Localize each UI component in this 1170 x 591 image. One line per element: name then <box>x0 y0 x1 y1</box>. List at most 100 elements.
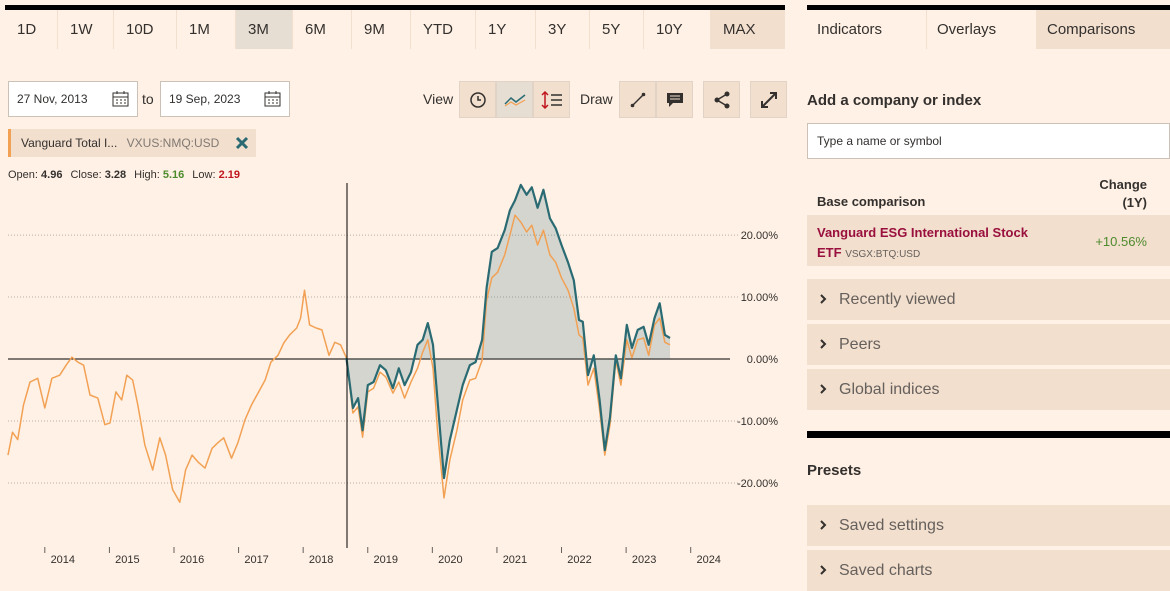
accordion-label: Peers <box>839 336 881 353</box>
y-tick-label: -20.00% <box>737 478 778 490</box>
base-header: Base comparison <box>817 194 926 209</box>
fullscreen-button[interactable] <box>750 81 787 118</box>
ohlc-item: Open: 4.96 <box>8 169 62 181</box>
range-button[interactable]: 3M <box>236 10 293 49</box>
accordion-label: Saved settings <box>839 517 944 534</box>
accordion-label: Saved charts <box>839 562 933 579</box>
tab[interactable]: Comparisons <box>1037 10 1170 49</box>
to-date[interactable]: 19 Sep, 2023 <box>160 81 290 117</box>
from-text: 27 Nov, 2013 <box>17 92 88 106</box>
x-tick-label: 2024 <box>696 554 720 566</box>
tab-bar: Indicators Overlays Comparisons <box>807 10 1170 49</box>
line-icon <box>503 93 525 106</box>
range-button[interactable]: 3Y <box>536 10 590 49</box>
ohlc-value: 2.19 <box>218 169 241 181</box>
x-tick-label: 2021 <box>503 554 527 566</box>
chevron <box>820 520 827 530</box>
accordion[interactable]: Global indices <box>807 369 1170 410</box>
range-button[interactable]: 10D <box>114 10 177 49</box>
presets-title: Presets <box>807 462 862 479</box>
share-icon <box>714 91 729 108</box>
clock-icon <box>469 91 486 108</box>
chevron <box>820 565 827 575</box>
x-tick-label: 2020 <box>438 554 462 566</box>
base-label: Vanguard ESG International Stock ETF VSG… <box>817 223 1052 265</box>
draw-label: Draw <box>580 91 613 107</box>
fullscreen-icon <box>760 91 777 108</box>
change-header-line: (1Y) <box>1122 195 1147 210</box>
x-tick-label: 2015 <box>115 554 139 566</box>
x-tick-label: 2023 <box>632 554 656 566</box>
range-button[interactable]: YTD <box>411 10 476 49</box>
ohlc-value: 4.96 <box>41 169 63 181</box>
y-tick-label: 20.00% <box>741 230 779 242</box>
calendar-icon <box>112 91 129 107</box>
y-tick-label: 0.00% <box>747 354 778 366</box>
base-row[interactable]: Vanguard ESG International Stock ETF VSG… <box>807 215 1170 266</box>
search-input[interactable]: Type a name or symbol <box>807 123 1170 159</box>
accordion[interactable]: Peers <box>807 324 1170 365</box>
x-tick-label: 2014 <box>51 554 75 566</box>
range-button[interactable]: MAX <box>711 10 785 49</box>
x-tick-label: 2019 <box>374 554 398 566</box>
range-button[interactable]: 1Y <box>476 10 536 49</box>
ohlc-row: Open: 4.96 Close: 3.28 High: 5.16 Low: 2.19 <box>8 169 240 181</box>
range-button[interactable]: 5Y <box>590 10 644 49</box>
range-button[interactable]: 1W <box>58 10 114 49</box>
bars-button[interactable] <box>533 81 570 118</box>
ohlc-item: Close: 3.28 <box>70 169 126 181</box>
range-button[interactable]: 10Y <box>644 10 711 49</box>
remove-series[interactable] <box>235 136 249 150</box>
ohlc-value: 5.16 <box>162 169 185 181</box>
chevron <box>820 294 827 304</box>
section-rule <box>807 431 1170 438</box>
chart: -20.00% -10.00% 0.00% 10.00% 20.00% 2014 2015 2… <box>7 183 779 566</box>
range-button[interactable]: 9M <box>352 10 411 49</box>
series-line <box>7 214 671 503</box>
ohlc-item: Low: 2.19 <box>192 169 240 181</box>
y-tick-label: -10.00% <box>737 416 778 428</box>
accordion[interactable]: Recently viewed <box>807 279 1170 320</box>
base-symbol: VSGX:BTQ:USD <box>845 249 921 260</box>
pen-icon <box>630 92 645 107</box>
clock-button[interactable] <box>459 81 496 118</box>
range-button[interactable]: 6M <box>293 10 352 49</box>
to-label: to <box>142 91 154 107</box>
accordion-label: Global indices <box>839 381 940 398</box>
note-icon <box>666 92 683 107</box>
chevron <box>820 339 827 349</box>
change-header: Change (1Y) <box>1070 176 1147 212</box>
pen-button[interactable] <box>619 81 656 118</box>
to-text: 19 Sep, 2023 <box>169 92 241 106</box>
x-tick-label: 2022 <box>567 554 591 566</box>
accordion[interactable]: Saved settings <box>807 505 1170 546</box>
calendar-icon <box>264 91 281 107</box>
top-rule <box>5 5 785 10</box>
from-date[interactable]: 27 Nov, 2013 <box>8 81 138 117</box>
accordion[interactable]: Saved charts <box>807 550 1170 591</box>
chip-symbol: VXUS:NMQ:USD <box>126 136 220 150</box>
tab[interactable]: Indicators <box>807 10 927 49</box>
ohlc-item: High: 5.16 <box>134 169 184 181</box>
area <box>346 184 671 479</box>
base-name: Vanguard ESG International Stock ETF <box>817 225 1028 260</box>
ohlc-label: High: <box>134 169 160 181</box>
ohlc-label: Low: <box>192 169 216 181</box>
x-tick-label: 2017 <box>244 554 268 566</box>
tab[interactable]: Overlays <box>927 10 1037 49</box>
bars-icon <box>540 90 562 109</box>
view-label: View <box>423 91 454 107</box>
series-line <box>345 183 671 480</box>
y-tick-label: 10.00% <box>741 292 779 304</box>
chip-name: Vanguard Total I... <box>21 136 118 150</box>
range-button[interactable]: 1M <box>177 10 236 49</box>
ohlc-label: Close: <box>70 169 102 181</box>
x-tick-label: 2018 <box>309 554 333 566</box>
line-button[interactable] <box>496 81 533 118</box>
share-button[interactable] <box>703 81 740 118</box>
series-chip: Vanguard Total I... VXUS:NMQ:USD <box>8 129 256 157</box>
note-button[interactable] <box>656 81 693 118</box>
add-title: Add a company or index <box>807 92 982 109</box>
range-button[interactable]: 1D <box>5 10 58 49</box>
